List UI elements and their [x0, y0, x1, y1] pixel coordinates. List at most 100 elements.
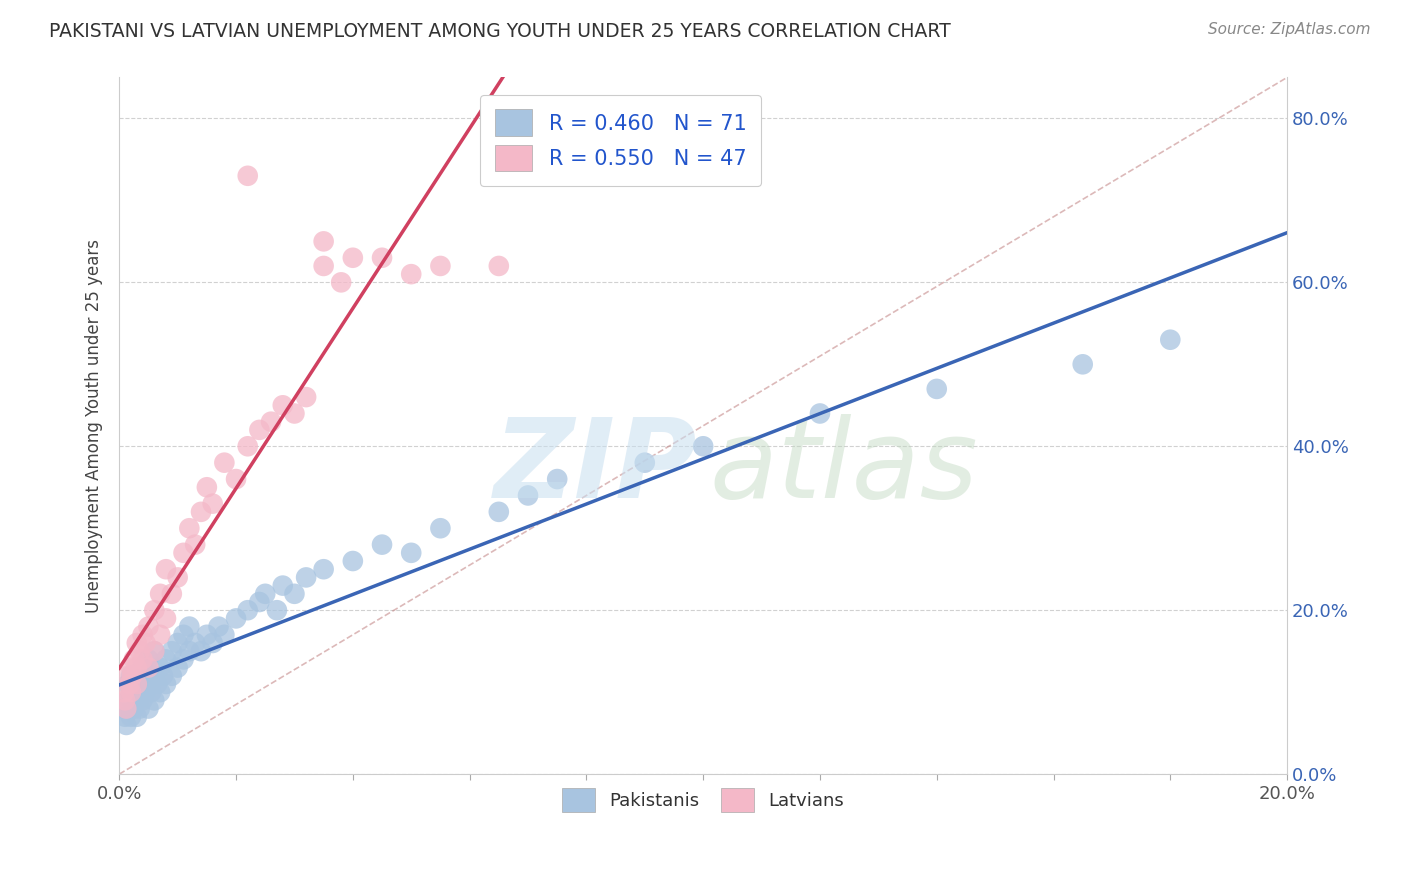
Point	[143, 693, 166, 707]
Point	[429, 521, 451, 535]
Point	[1159, 333, 1181, 347]
Point	[115, 701, 138, 715]
Point	[214, 456, 236, 470]
Point	[312, 562, 335, 576]
Point	[155, 562, 177, 576]
Point	[128, 644, 150, 658]
Point	[121, 693, 143, 707]
Point	[254, 587, 277, 601]
Point	[149, 587, 172, 601]
Point	[330, 276, 353, 290]
Point	[488, 505, 510, 519]
Point	[135, 685, 157, 699]
Point	[312, 259, 335, 273]
Point	[692, 439, 714, 453]
Point	[371, 251, 394, 265]
Y-axis label: Unemployment Among Youth under 25 years: Unemployment Among Youth under 25 years	[86, 239, 103, 613]
Point	[149, 660, 172, 674]
Point	[149, 628, 172, 642]
Point	[114, 710, 136, 724]
Point	[207, 619, 229, 633]
Point	[295, 570, 318, 584]
Text: PAKISTANI VS LATVIAN UNEMPLOYMENT AMONG YOUTH UNDER 25 YEARS CORRELATION CHART: PAKISTANI VS LATVIAN UNEMPLOYMENT AMONG …	[49, 22, 950, 41]
Point	[236, 603, 259, 617]
Point	[155, 677, 177, 691]
Point	[166, 636, 188, 650]
Point	[283, 407, 305, 421]
Point	[115, 718, 138, 732]
Legend: Pakistanis, Latvians: Pakistanis, Latvians	[550, 776, 856, 824]
Point	[122, 701, 145, 715]
Point	[143, 603, 166, 617]
Point	[120, 660, 142, 674]
Point	[121, 669, 143, 683]
Point	[808, 407, 831, 421]
Point	[117, 693, 139, 707]
Point	[342, 251, 364, 265]
Point	[125, 710, 148, 724]
Text: Source: ZipAtlas.com: Source: ZipAtlas.com	[1208, 22, 1371, 37]
Point	[634, 456, 657, 470]
Point	[141, 685, 163, 699]
Point	[546, 472, 568, 486]
Point	[166, 570, 188, 584]
Point	[201, 497, 224, 511]
Point	[155, 611, 177, 625]
Point	[149, 685, 172, 699]
Point	[122, 652, 145, 666]
Point	[131, 677, 153, 691]
Point	[160, 669, 183, 683]
Point	[399, 267, 422, 281]
Point	[179, 521, 201, 535]
Point	[1071, 357, 1094, 371]
Point	[214, 628, 236, 642]
Point	[225, 611, 247, 625]
Point	[131, 652, 153, 666]
Point	[925, 382, 948, 396]
Point	[128, 701, 150, 715]
Text: atlas: atlas	[709, 414, 977, 521]
Point	[179, 619, 201, 633]
Point	[399, 546, 422, 560]
Point	[283, 587, 305, 601]
Point	[138, 701, 160, 715]
Point	[118, 701, 141, 715]
Point	[120, 685, 142, 699]
Point	[260, 415, 283, 429]
Point	[131, 660, 153, 674]
Point	[295, 390, 318, 404]
Point	[195, 628, 218, 642]
Point	[312, 235, 335, 249]
Point	[271, 579, 294, 593]
Point	[190, 505, 212, 519]
Point	[201, 636, 224, 650]
Point	[488, 259, 510, 273]
Point	[143, 644, 166, 658]
Point	[117, 677, 139, 691]
Point	[266, 603, 288, 617]
Point	[122, 677, 145, 691]
Point	[112, 685, 135, 699]
Point	[184, 538, 207, 552]
Point	[225, 472, 247, 486]
Point	[173, 652, 195, 666]
Point	[120, 710, 142, 724]
Point	[112, 701, 135, 715]
Point	[125, 636, 148, 650]
Point	[173, 628, 195, 642]
Point	[138, 677, 160, 691]
Point	[249, 595, 271, 609]
Point	[173, 546, 195, 560]
Point	[143, 644, 166, 658]
Point	[160, 587, 183, 601]
Point	[127, 685, 149, 699]
Point	[125, 677, 148, 691]
Point	[195, 480, 218, 494]
Point	[131, 628, 153, 642]
Point	[138, 619, 160, 633]
Point	[125, 693, 148, 707]
Point	[271, 398, 294, 412]
Point	[135, 636, 157, 650]
Point	[125, 660, 148, 674]
Point	[146, 677, 169, 691]
